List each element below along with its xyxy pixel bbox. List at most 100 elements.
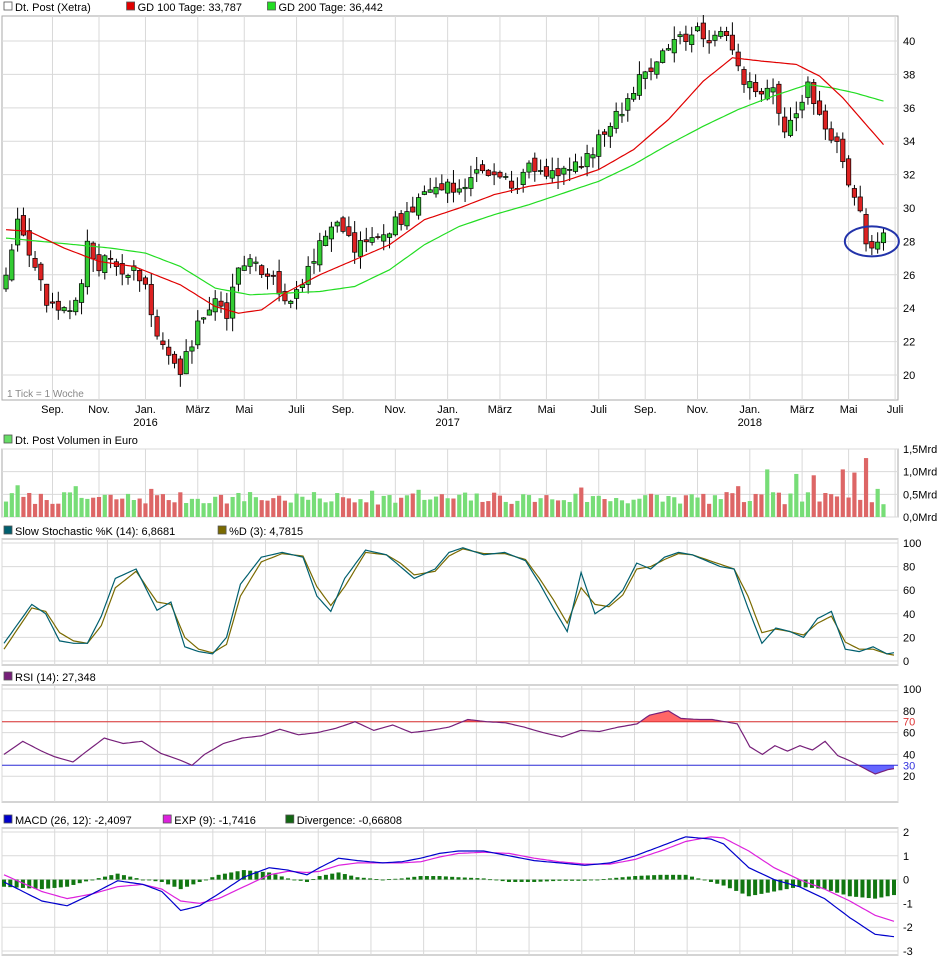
macd-y-tick-label: -3: [903, 946, 913, 958]
volume-y-tick-label: 1,0Mrd: [903, 467, 937, 479]
candle-body: [601, 131, 608, 135]
candle-body: [654, 61, 660, 75]
macd-divergence-bar: [222, 873, 227, 880]
volume-bar: [62, 492, 67, 517]
macd-legend: MACD (26, 12): -2,4097 EXP (9): -1,7416 Di…: [3, 814, 402, 827]
volume-bar: [38, 493, 43, 517]
volume-bar: [9, 493, 14, 517]
candle-body: [148, 284, 154, 316]
candle-body: [776, 83, 782, 114]
macd-divergence-bar: [633, 876, 638, 880]
volume-bar: [817, 501, 822, 517]
candle-body: [590, 154, 596, 159]
macd-divergence-bar: [330, 873, 335, 880]
candle-body: [305, 265, 311, 285]
price-y-tick-label: 24: [903, 303, 915, 315]
stochastic-d-line: [3, 548, 895, 656]
volume-bar: [329, 501, 334, 517]
price-legend-swatch: [267, 1, 276, 11]
volume-bar: [718, 499, 723, 517]
rsi-line: [3, 710, 895, 775]
macd-divergence-bar: [342, 874, 347, 880]
macd-divergence-bar: [683, 874, 688, 880]
volume-bar: [805, 492, 811, 517]
macd-divergence-bar: [355, 877, 360, 880]
candle-body: [706, 40, 712, 44]
candle-body: [311, 261, 317, 264]
macd-divergence-bar: [481, 878, 486, 880]
candle-body: [381, 234, 387, 242]
price-y-tick-label: 26: [903, 270, 915, 282]
candle-body: [317, 240, 323, 266]
volume-bar: [567, 501, 572, 517]
volume-bar: [776, 492, 781, 517]
volume-bar: [27, 492, 32, 517]
volume-legend-swatch: [3, 434, 13, 444]
macd-divergence-bar: [873, 879, 878, 899]
price-y-tick-label: 38: [903, 69, 915, 81]
candle-body: [445, 181, 451, 194]
candle-body: [491, 171, 497, 176]
volume-bar: [602, 499, 607, 517]
macd-divergence-bar: [500, 879, 505, 882]
volume-bar: [492, 492, 497, 517]
volume-bar: [50, 503, 55, 517]
volume-bar: [532, 501, 537, 517]
candle-body: [851, 188, 857, 198]
macd-divergence-bar: [58, 879, 63, 888]
volume-bar: [770, 492, 776, 517]
x-tick-label: Juli: [288, 404, 305, 416]
volume-bar: [311, 492, 317, 517]
tick-note: 1 Tick = 1 Woche: [7, 389, 84, 400]
volume-bar: [753, 493, 758, 517]
macd-divergence-bar: [128, 876, 133, 880]
macd-divergence-bar: [418, 876, 423, 880]
macd-divergence-bar: [519, 879, 524, 882]
ma100-line: [5, 57, 884, 314]
macd-legend-label: EXP (9): -1,7416: [174, 815, 256, 827]
candle-body: [846, 158, 852, 186]
volume-bar: [364, 502, 369, 517]
candle-body: [183, 351, 189, 375]
candle-body: [427, 189, 433, 193]
candle-body: [375, 236, 381, 238]
candle-body: [741, 69, 747, 85]
candle-body: [171, 353, 178, 364]
macd-divergence-bar: [847, 879, 852, 897]
macd-divergence-bar: [210, 877, 215, 880]
volume-bar: [247, 492, 253, 517]
macd-divergence-bar: [304, 879, 309, 882]
macd-divergence-bar: [778, 879, 783, 891]
macd-y-tick-label: -1: [903, 898, 913, 910]
candle-body: [816, 100, 823, 115]
macd-divergence-bar: [759, 879, 764, 894]
rsi-y-tick-label: 40: [903, 749, 915, 761]
candle-body: [479, 164, 486, 172]
x-tick-label: Nov.: [88, 404, 110, 416]
x-tick-label: Jan.: [135, 404, 156, 416]
macd-divergence-bar: [727, 879, 732, 889]
macd-divergence-bar: [203, 879, 208, 881]
macd-divergence-bar: [121, 875, 126, 880]
macd-divergence-bar: [27, 879, 32, 889]
volume-bar: [242, 501, 247, 517]
candle-body: [561, 167, 567, 175]
volume-bar: [707, 503, 712, 517]
volume-bar: [538, 498, 543, 517]
stochastic-legend-swatch: [217, 525, 227, 535]
rsi-y-tick-label: 60: [903, 728, 915, 740]
volume-bar: [585, 501, 590, 517]
macd-divergence-bar: [109, 875, 114, 880]
volume-bar: [794, 473, 799, 517]
volume-bar: [683, 495, 688, 517]
volume-bar: [486, 501, 491, 517]
volume-bar: [73, 486, 78, 517]
candle-body: [555, 168, 561, 177]
volume-bar: [648, 493, 654, 517]
x-tick-label: Sep.: [41, 404, 64, 416]
volume-bar: [689, 494, 694, 517]
macd-divergence-bar: [570, 879, 575, 881]
volume-bar: [590, 496, 596, 517]
x-year-label: 2016: [133, 417, 157, 429]
candle-body: [363, 239, 369, 243]
